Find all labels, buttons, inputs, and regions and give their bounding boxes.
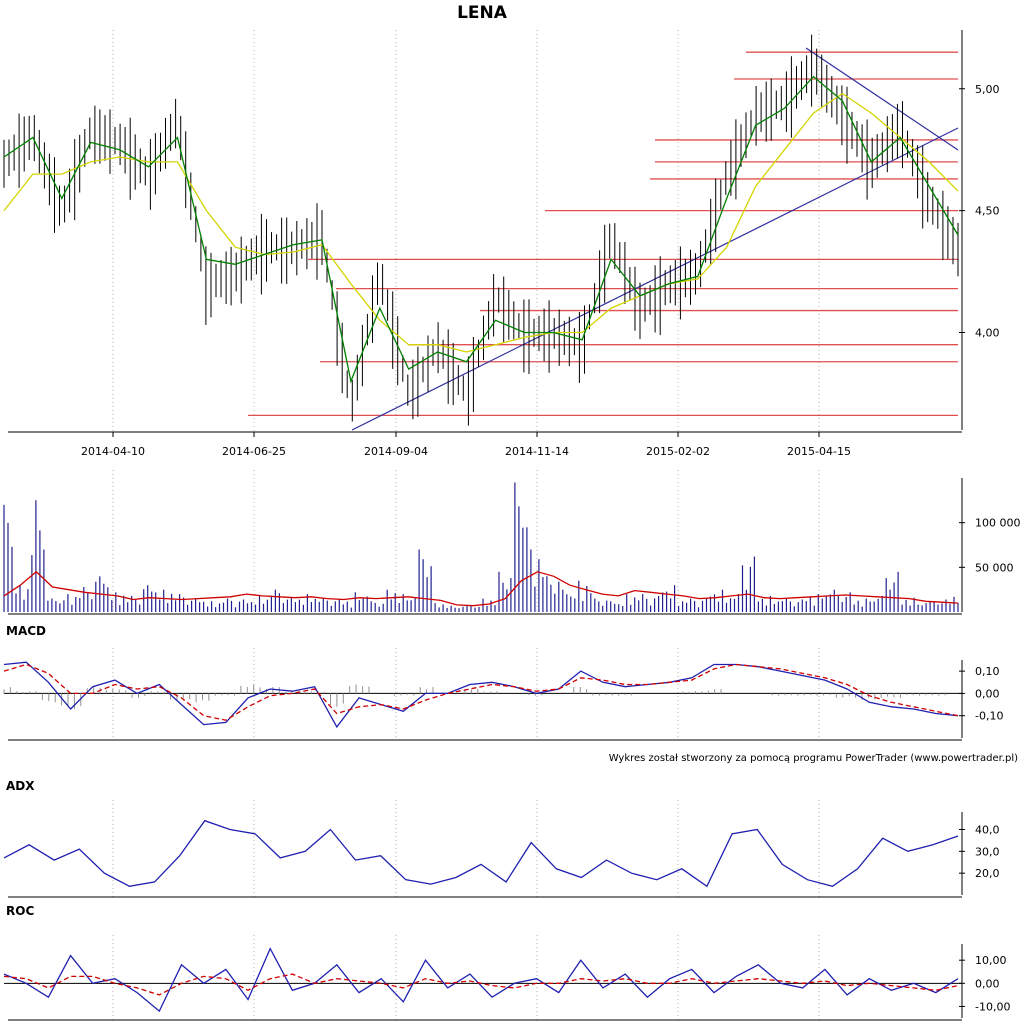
date-tick-label: 2015-02-02 — [646, 445, 710, 458]
volume-axis: 100 000 50 000 — [8, 478, 1021, 615]
short-moving-average-line — [3, 75, 959, 384]
date-tick-label: 2014-09-04 — [364, 445, 428, 458]
adx-gridlines — [112, 800, 820, 898]
adx-panel: ADX 40,0 30,0 20,0 — [3, 779, 1000, 898]
roc-axis-tick-label: 10,00 — [975, 954, 1007, 967]
date-tick-label: 2014-06-25 — [222, 445, 286, 458]
adx-panel-title: ADX — [6, 779, 35, 793]
price-axis-tick-label: 5,00 — [975, 83, 1000, 96]
price-axis-tick-label: 4,50 — [975, 205, 1000, 218]
adx-line — [3, 819, 959, 888]
price-panel: 5,00 4,50 4,00 2014-04-10 2014-06-25 2014-09… — [3, 30, 1000, 458]
volume-bars — [3, 482, 959, 612]
price-candles — [3, 34, 959, 426]
support-resistance-levels — [248, 51, 958, 417]
adx-axis-tick-label: 20,0 — [975, 867, 1000, 880]
volume-gridlines — [112, 470, 820, 614]
macd-line — [3, 661, 959, 729]
macd-panel-title: MACD — [6, 624, 46, 638]
macd-axis: 0,10 0,00 -0,10 — [8, 660, 1003, 741]
adx-line — [3, 819, 959, 888]
macd-axis-tick-label: -0,10 — [975, 710, 1003, 723]
adx-axis: 40,0 30,0 20,0 — [8, 812, 1000, 898]
price-axis-tick-label: 4,00 — [975, 327, 1000, 340]
roc-axis-tick-label: -10,00 — [975, 1000, 1010, 1013]
price-gridlines — [112, 30, 820, 432]
credit-text: Wykres został stworzony za pomocą progra… — [609, 753, 1018, 764]
macd-axis-tick-label: 0,00 — [975, 687, 1000, 700]
adx-axis-tick-label: 30,0 — [975, 845, 1000, 858]
roc-axis-tick-label: 0,00 — [975, 977, 1000, 990]
trend-lines — [351, 47, 959, 431]
volume-axis-tick-label: 50 000 — [975, 561, 1014, 574]
price-axis: 5,00 4,50 4,00 — [959, 30, 1000, 430]
roc-gridlines — [4, 935, 962, 1022]
downtrend-line — [805, 47, 959, 151]
roc-panel: ROC 10,00 0,00 -10,00 — [3, 904, 1010, 1022]
macd-gridlines — [4, 648, 962, 740]
adx-axis-tick-label: 40,0 — [975, 823, 1000, 836]
date-tick-label: 2015-04-15 — [787, 445, 851, 458]
volume-moving-average — [3, 570, 959, 607]
date-tick-label: 2014-11-14 — [505, 445, 569, 458]
chart-title: LENA — [457, 3, 508, 23]
long-moving-average-line — [3, 92, 959, 353]
roc-lines — [3, 947, 959, 1013]
macd-panel: MACD 0,10 0,00 -0,10 — [3, 624, 1003, 741]
macd-signal-line — [3, 663, 959, 721]
volume-average-line — [3, 570, 959, 607]
moving-averages — [3, 75, 959, 384]
volume-axis-tick-label: 100 000 — [975, 517, 1021, 530]
roc-axis: 10,00 0,00 -10,00 — [8, 944, 1010, 1021]
date-tick-label: 2014-04-10 — [81, 445, 145, 458]
roc-line — [3, 947, 959, 1013]
macd-axis-tick-label: 0,10 — [975, 665, 1000, 678]
macd-lines — [3, 661, 959, 729]
date-axis: 2014-04-10 2014-06-25 2014-09-04 2014-11-14… — [8, 431, 962, 458]
roc-signal-line — [3, 973, 959, 996]
volume-panel: 100 000 50 000 — [3, 470, 1021, 615]
roc-panel-title: ROC — [6, 904, 34, 918]
